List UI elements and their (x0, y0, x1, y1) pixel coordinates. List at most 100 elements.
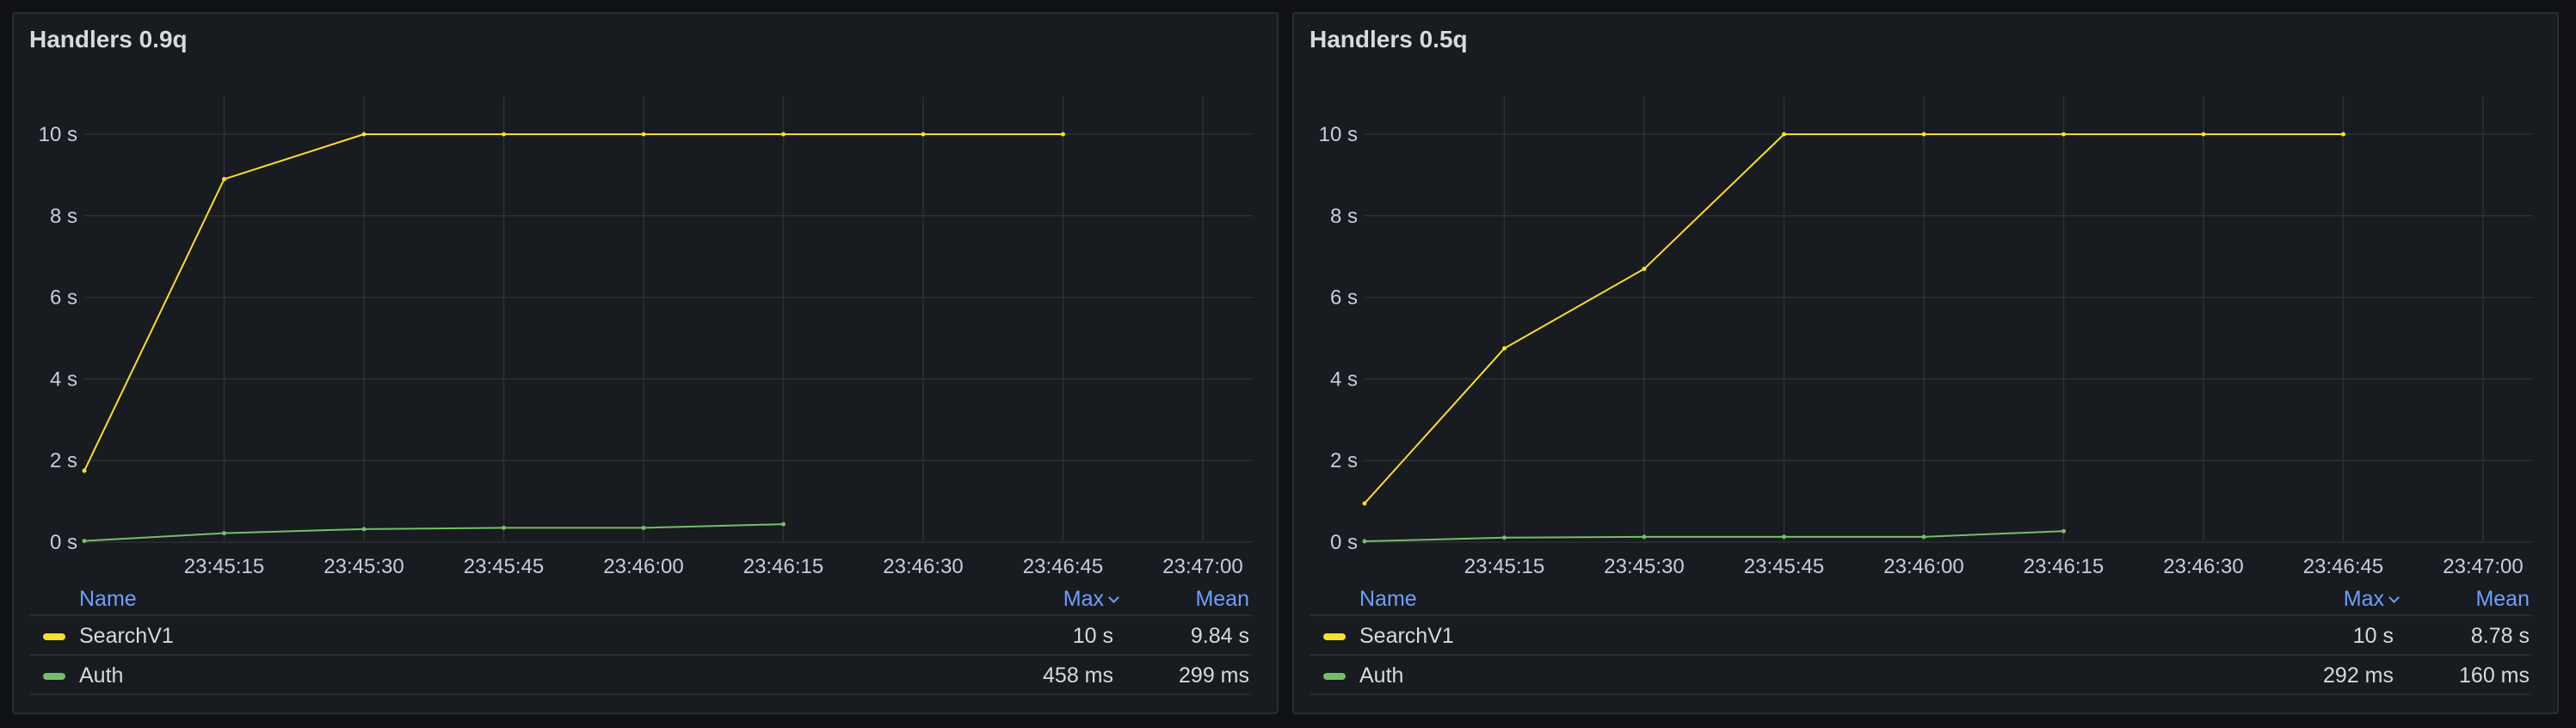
chevron-down-icon (2388, 592, 2400, 603)
legend: Name Max Mean SearchV1 10 s 9.84 s Auth … (29, 582, 1251, 695)
series-color-swatch (1323, 673, 1346, 680)
y-tick-label: 4 s (50, 367, 77, 391)
x-tick-label: 23:46:00 (1883, 555, 1963, 578)
legend-series-max: 10 s (2352, 624, 2394, 648)
x-tick-label: 23:46:00 (603, 555, 683, 578)
x-tick-label: 23:46:15 (2024, 555, 2104, 578)
data-point[interactable] (641, 525, 646, 530)
legend-header-mean[interactable]: Mean (2475, 587, 2530, 611)
data-point[interactable] (1782, 534, 1786, 540)
x-tick-label: 23:46:30 (883, 555, 963, 578)
data-point[interactable] (361, 132, 367, 137)
x-tick-label: 23:45:15 (184, 555, 264, 578)
legend-header-mean[interactable]: Mean (1195, 587, 1249, 611)
y-tick-label: 0 s (1330, 531, 1358, 554)
panel-title[interactable]: Handlers 0.9q (29, 26, 188, 52)
y-tick-label: 6 s (50, 287, 77, 310)
panel-handlers-09q: Handlers 0.9q 0 s 2 s 4 s 6 s 8 s 10 s 23:45:1… (12, 12, 1279, 714)
data-point[interactable] (1921, 132, 1926, 137)
data-point[interactable] (502, 132, 506, 137)
x-tick-label: 23:45:30 (324, 555, 404, 578)
panel-handlers-05q: Handlers 0.5q 0 s 2 s 4 s 6 s 8 s 10 s 23:45:1… (1292, 12, 2559, 714)
data-point[interactable] (781, 521, 786, 527)
series-color-swatch (43, 633, 65, 640)
data-point[interactable] (2341, 132, 2345, 137)
x-tick-label: 23:46:45 (2303, 555, 2383, 578)
legend-series-name[interactable]: Auth (79, 663, 124, 688)
data-point[interactable] (222, 176, 226, 182)
legend-series-max: 10 s (1072, 624, 1113, 648)
x-tick-label: 23:47:00 (1162, 555, 1242, 578)
legend-row-searchv1[interactable]: SearchV1 10 s 8.78 s (1310, 616, 2531, 656)
legend-series-name[interactable]: Auth (1359, 663, 1404, 688)
legend-row-auth[interactable]: Auth 458 ms 299 ms (29, 656, 1251, 695)
panel-title[interactable]: Handlers 0.5q (1310, 26, 1468, 52)
data-point[interactable] (2201, 132, 2206, 137)
series-color-swatch (1323, 633, 1346, 640)
legend-row-searchv1[interactable]: SearchV1 10 s 9.84 s (29, 616, 1251, 656)
legend-header-max[interactable]: Max (1063, 587, 1119, 612)
x-tick-label: 23:46:30 (2163, 555, 2243, 578)
series-line-auth[interactable] (1364, 530, 2064, 543)
y-tick-label: 4 s (1330, 367, 1358, 391)
data-point[interactable] (921, 132, 926, 137)
x-tick-label: 23:45:45 (464, 555, 544, 578)
data-point[interactable] (1782, 132, 1786, 137)
data-point[interactable] (781, 132, 786, 137)
y-tick-label: 2 s (1330, 449, 1358, 472)
legend-row-auth[interactable]: Auth 292 ms 160 ms (1310, 656, 2531, 695)
x-tick-label: 23:46:15 (743, 555, 823, 578)
legend-series-name[interactable]: SearchV1 (79, 624, 174, 648)
data-point[interactable] (1061, 132, 1065, 137)
x-tick-label: 23:47:00 (2443, 555, 2523, 578)
legend-series-mean: 9.84 s (1190, 624, 1249, 648)
series-color-swatch (43, 673, 65, 680)
legend: Name Max Mean SearchV1 10 s 8.78 s Auth … (1310, 582, 2531, 695)
data-point[interactable] (361, 527, 367, 532)
legend-header-max[interactable]: Max (2343, 587, 2400, 612)
legend-series-name[interactable]: SearchV1 (1359, 624, 1454, 648)
y-tick-label: 10 s (39, 123, 77, 146)
chart-plot: 0 s 2 s 4 s 6 s 8 s 10 s 23:45:15 23:45:30 23:45… (1319, 96, 2533, 578)
legend-series-max: 292 ms (2323, 663, 2394, 688)
x-tick-label: 23:45:15 (1464, 555, 1544, 578)
data-point[interactable] (1642, 266, 1647, 271)
y-tick-label: 2 s (50, 449, 77, 472)
legend-header: Name Max Mean (1310, 582, 2531, 616)
data-point[interactable] (82, 539, 87, 544)
y-tick-label: 6 s (1330, 287, 1358, 310)
x-tick-label: 23:46:45 (1023, 555, 1103, 578)
data-point[interactable] (502, 525, 506, 530)
data-point[interactable] (222, 531, 226, 536)
legend-header-name[interactable]: Name (79, 587, 137, 611)
data-point[interactable] (1642, 534, 1647, 540)
y-tick-label: 8 s (1330, 205, 1358, 228)
legend-series-mean: 299 ms (1179, 663, 1249, 688)
series-line-auth[interactable] (83, 523, 784, 542)
y-tick-label: 10 s (1319, 123, 1358, 146)
data-point[interactable] (1921, 534, 1926, 540)
chevron-down-icon (1108, 592, 1119, 603)
data-point[interactable] (1502, 535, 1507, 540)
x-tick-label: 23:45:45 (1744, 555, 1824, 578)
series-line-searchv1[interactable] (1364, 133, 2344, 504)
legend-header-max-label: Max (1063, 587, 1104, 611)
data-point[interactable] (1362, 539, 1367, 544)
data-point[interactable] (1362, 501, 1367, 506)
chart-plot: 0 s 2 s 4 s 6 s 8 s 10 s 23:45:15 23:45:30 23:45… (39, 96, 1253, 578)
legend-header: Name Max Mean (29, 582, 1251, 616)
legend-series-mean: 160 ms (2459, 663, 2530, 688)
data-point[interactable] (2061, 528, 2066, 534)
data-point[interactable] (82, 468, 87, 473)
data-point[interactable] (641, 132, 646, 137)
legend-series-mean: 8.78 s (2470, 624, 2530, 648)
data-point[interactable] (2061, 132, 2066, 137)
legend-header-name[interactable]: Name (1359, 587, 1417, 611)
data-point[interactable] (1502, 346, 1507, 351)
legend-header-max-label: Max (2343, 587, 2384, 611)
series-line-searchv1[interactable] (83, 133, 1063, 472)
legend-series-max: 458 ms (1043, 663, 1113, 688)
x-tick-label: 23:45:30 (1604, 555, 1684, 578)
y-tick-label: 0 s (50, 531, 77, 554)
y-tick-label: 8 s (50, 205, 77, 228)
